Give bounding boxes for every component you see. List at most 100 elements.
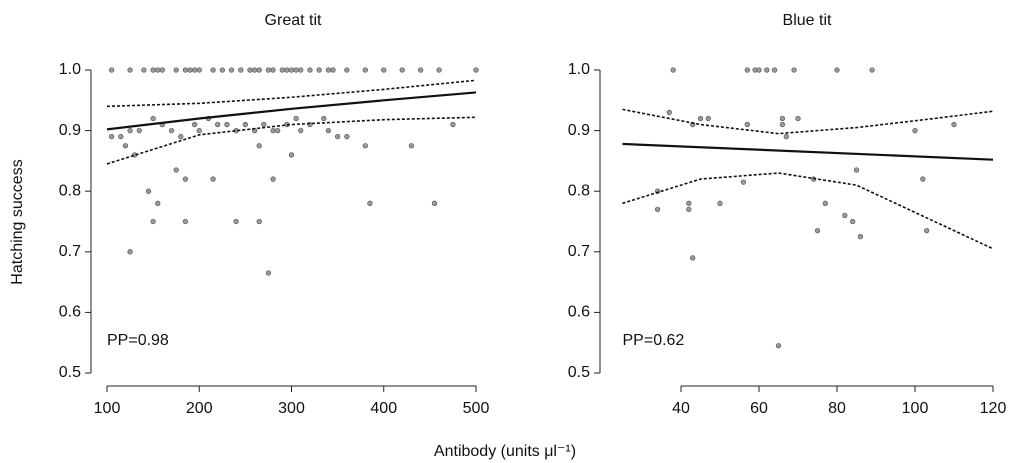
data-point: [168, 127, 175, 134]
data-point: [450, 121, 456, 128]
data-point: [670, 67, 676, 73]
data-point: [666, 109, 672, 116]
data-point: [127, 127, 133, 134]
data-point: [196, 127, 202, 134]
data-point: [756, 67, 762, 73]
data-point: [408, 143, 415, 149]
data-point: [697, 115, 704, 122]
data-point: [853, 167, 860, 173]
data-point: [265, 270, 272, 276]
data-point: [279, 67, 285, 73]
lower-band: [622, 172, 994, 250]
data-point: [764, 67, 770, 73]
data-point: [744, 121, 750, 128]
data-point: [334, 134, 341, 140]
data-point: [367, 200, 373, 206]
data-point: [256, 143, 262, 149]
data-point: [842, 212, 848, 219]
y-tick-label: 1.0: [568, 61, 590, 78]
upper-band: [622, 108, 994, 135]
data-point: [418, 67, 424, 73]
data-point: [219, 67, 225, 73]
y-tick-label: 0.5: [568, 364, 590, 381]
fit-line: [622, 142, 994, 161]
data-point: [224, 121, 230, 128]
data-point: [951, 121, 957, 128]
data-point: [150, 115, 156, 122]
data-point: [247, 67, 253, 73]
x-tick-label: 300: [278, 400, 305, 417]
data-point: [779, 121, 786, 128]
data-point: [182, 218, 189, 225]
data-point: [431, 200, 438, 206]
data-point: [298, 67, 304, 73]
data-point: [362, 143, 368, 149]
data-point: [686, 200, 692, 206]
data-point: [822, 200, 828, 206]
data-point: [270, 127, 276, 134]
data-point: [228, 67, 235, 73]
data-point: [238, 67, 244, 73]
data-point: [155, 200, 161, 206]
upper-band: [106, 79, 477, 108]
data-point: [814, 227, 821, 234]
data-point: [136, 127, 142, 134]
data-point: [108, 134, 115, 140]
x-tick-label: 500: [463, 400, 490, 417]
data-point: [118, 134, 124, 140]
y-tick-label: 0.7: [568, 243, 590, 260]
data-point: [325, 127, 332, 134]
data-point: [293, 115, 299, 122]
annotation: PP=0.62: [623, 332, 685, 349]
y-axis-label: Hatching success: [9, 159, 26, 284]
data-point: [740, 179, 747, 185]
data-point: [159, 67, 166, 73]
data-point: [705, 115, 711, 122]
data-point: [270, 67, 276, 73]
data-point: [275, 127, 281, 134]
data-point: [775, 343, 782, 349]
data-point: [155, 67, 161, 73]
data-point: [270, 176, 276, 182]
data-point: [127, 67, 133, 73]
data-point: [316, 67, 322, 73]
data-point: [307, 67, 313, 73]
x-tick-label: 100: [94, 400, 121, 417]
y-tick-label: 0.5: [59, 364, 81, 381]
data-point: [210, 67, 216, 73]
data-point: [191, 67, 198, 73]
data-point: [242, 121, 249, 128]
data-point: [173, 67, 179, 73]
data-point: [436, 67, 442, 73]
data-point: [869, 67, 875, 73]
y-tick-label: 0.8: [568, 182, 590, 199]
data-point: [182, 67, 189, 73]
x-tick-label: 60: [750, 400, 768, 417]
data-point: [141, 67, 147, 73]
y-tick-label: 0.9: [568, 122, 590, 139]
data-point: [191, 121, 198, 128]
data-point: [261, 121, 267, 128]
data-point: [233, 218, 239, 225]
panel-title: Great tit: [265, 12, 322, 29]
y-tick-label: 0.9: [59, 122, 81, 139]
data-point: [381, 67, 387, 73]
data-point: [924, 227, 930, 234]
data-point: [849, 218, 856, 225]
data-point: [779, 115, 786, 122]
data-point: [182, 176, 189, 182]
fit-line: [106, 91, 477, 131]
data-point: [330, 67, 336, 73]
data-point: [265, 67, 272, 73]
data-point: [298, 127, 304, 134]
annotation: PP=0.98: [107, 332, 169, 349]
x-tick-label: 100: [902, 400, 929, 417]
y-tick-label: 1.0: [59, 61, 81, 78]
x-axis-label: Antibody (units μl⁻¹): [434, 443, 576, 460]
data-point: [284, 67, 290, 73]
data-point: [717, 200, 723, 206]
data-point: [150, 218, 156, 225]
data-point: [857, 233, 864, 240]
data-point: [256, 218, 262, 225]
